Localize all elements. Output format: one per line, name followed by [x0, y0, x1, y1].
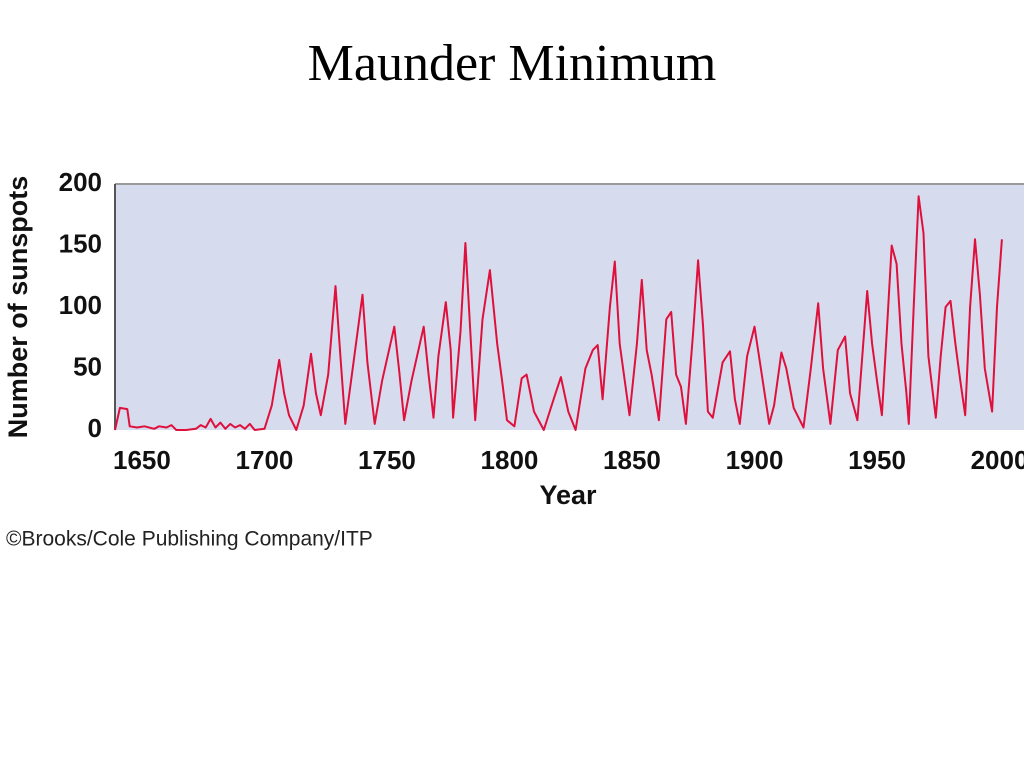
x-tick-label: 1850 [603, 445, 661, 475]
slide-title: Maunder Minimum [308, 35, 717, 92]
plot-area [115, 184, 1024, 430]
credit: ©Brooks/Cole Publishing Company/ITP [6, 528, 373, 551]
x-tick-label: 1900 [726, 445, 784, 475]
x-tick-label: 1700 [236, 445, 294, 475]
y-tick-label: 0 [88, 413, 102, 443]
y-tick-label: 150 [59, 228, 102, 258]
x-tick-label: 1950 [848, 445, 906, 475]
x-axis-label: Year [539, 480, 597, 510]
y-tick-label: 100 [59, 290, 102, 320]
y-tick-label: 200 [59, 167, 102, 197]
y-tick-label: 50 [73, 351, 102, 381]
x-tick-label: 1650 [113, 445, 171, 475]
sunspot-line [114, 195, 1003, 431]
y-axis-label: Number of sunspots [3, 176, 33, 439]
x-tick-label: 1750 [358, 445, 416, 475]
x-tick-label: 2000 [971, 445, 1024, 475]
x-tick-label: 1800 [481, 445, 539, 475]
